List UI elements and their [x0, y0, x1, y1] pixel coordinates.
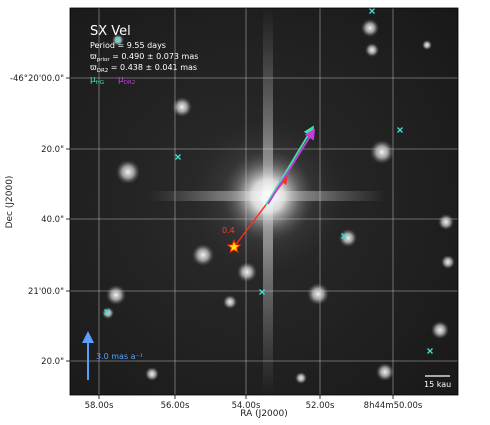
field-star — [106, 285, 126, 305]
x-tick-label: 52.00s — [306, 401, 335, 411]
parallax-prior-text: ϖprior = 0.490 ± 0.073 mas — [90, 52, 198, 63]
field-star-marker — [115, 37, 121, 43]
field-star-marker — [104, 309, 110, 315]
field-star-marker — [341, 233, 347, 239]
y-tick-label: -46°20'00.0" — [10, 74, 64, 84]
legend: μHG μDR2 — [90, 75, 135, 86]
x-tick-label: 54.00s — [232, 401, 261, 411]
x-axis-label: RA (J2000) — [240, 409, 288, 419]
proper-motion-arrows — [82, 125, 315, 380]
x-tick-label: 58.00s — [85, 401, 114, 411]
scalebar-label: 15 kau — [424, 380, 451, 389]
field-star — [438, 214, 454, 230]
legend-mu-dr2: μDR2 — [118, 75, 135, 86]
field-star — [192, 244, 214, 266]
field-star-markers — [104, 8, 433, 354]
field-star — [172, 97, 192, 117]
legend-mu-hg: μHG — [90, 75, 104, 86]
field-star — [441, 255, 455, 269]
scalebar: 15 kau — [424, 375, 451, 389]
field-star — [370, 140, 394, 164]
bright-star — [222, 150, 314, 242]
y-tick-label: 40.0" — [41, 215, 64, 225]
annotation-label: 0.4 — [222, 226, 235, 235]
parallax-dr2-text: ϖDR2 = 0.438 ± 0.041 mas — [90, 63, 197, 74]
axis-ticks: 58.00s 56.00s 54.00s 52.00s 8h44m50.00s -46°2… — [10, 74, 423, 411]
field-star — [376, 363, 394, 381]
field-star — [431, 321, 449, 339]
y-tick-label: 20.0" — [41, 145, 64, 155]
plot-frame — [69, 7, 459, 396]
field-star — [361, 19, 379, 37]
field-star — [365, 43, 379, 57]
field-star-marker — [369, 8, 375, 14]
x-tick-label: 56.00s — [161, 401, 190, 411]
period-text: Period = 9.55 days — [90, 41, 166, 50]
target-star-icon — [226, 239, 242, 254]
field-star — [339, 229, 357, 247]
y-axis-label: Dec (J2000) — [5, 176, 15, 229]
field-star — [145, 367, 159, 381]
field-star — [116, 160, 140, 184]
y-tick-label: 21'00.0" — [28, 287, 64, 297]
coordinate-grid — [70, 8, 458, 395]
field-star-marker — [397, 127, 403, 133]
scale-arrow-label: 3.0 mas a⁻¹ — [96, 352, 143, 361]
field-star-marker — [259, 289, 265, 295]
field-star — [223, 295, 237, 309]
star-name: SX Vel — [90, 24, 131, 39]
y-tick-label: 20.0" — [41, 357, 64, 367]
field-star — [295, 372, 307, 384]
mu-dr2-arrow — [267, 128, 315, 205]
field-star-marker — [175, 154, 181, 160]
x-tick-label: 8h44m50.00s — [364, 401, 423, 411]
field-star-marker — [427, 348, 433, 354]
field-star — [307, 283, 329, 305]
field-star — [422, 40, 432, 50]
